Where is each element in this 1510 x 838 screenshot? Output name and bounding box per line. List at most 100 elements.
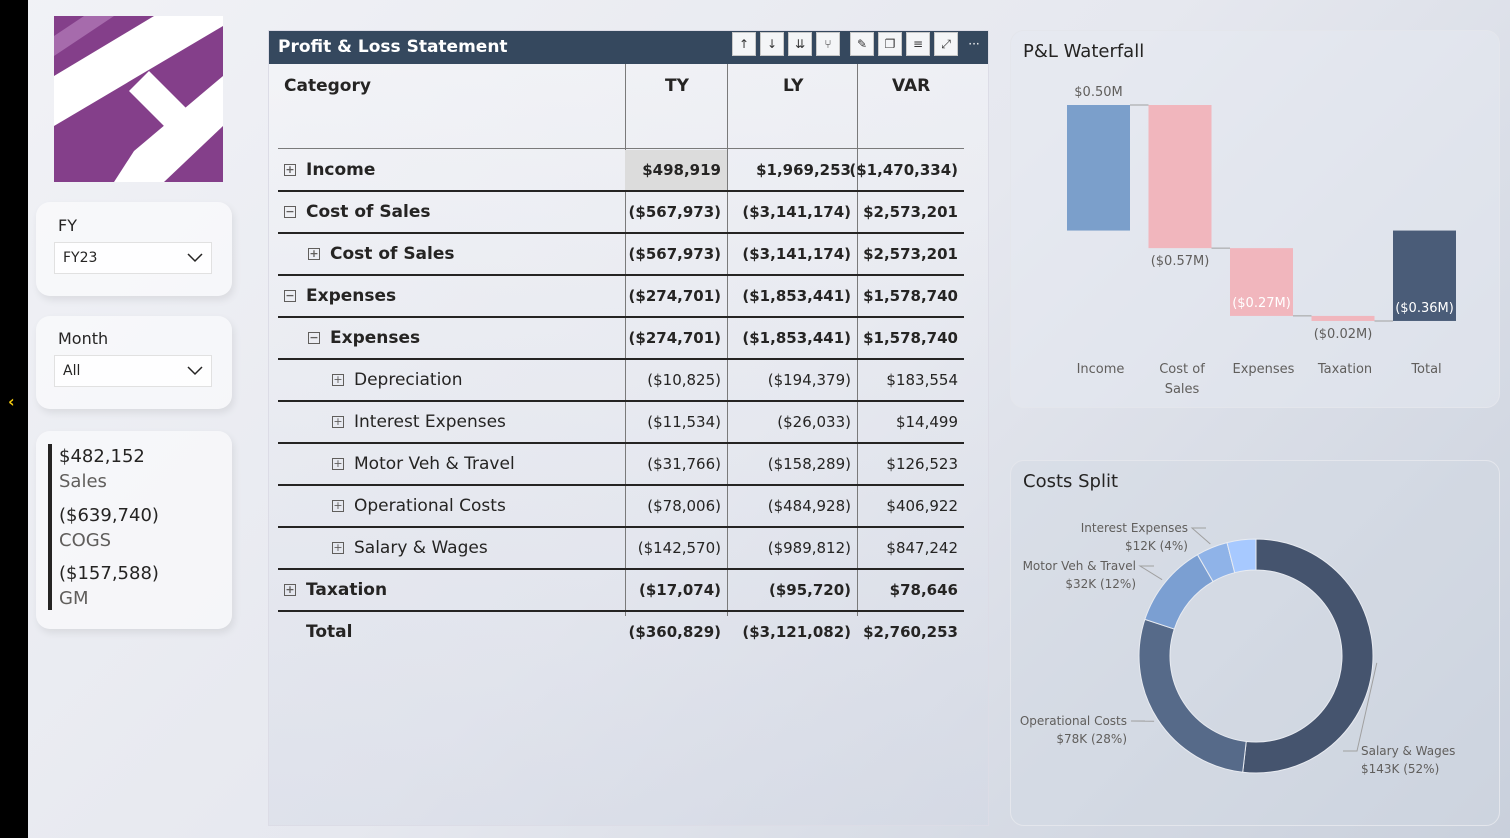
table-row[interactable]: + Interest Expenses ($11,534) ($26,033) $14,…	[278, 402, 964, 444]
pin-icon[interactable]: ✎	[850, 32, 874, 56]
cell-ty[interactable]: ($31,766)	[647, 455, 721, 473]
table-row[interactable]: − Expenses ($274,701) ($1,853,441) $1,578,74…	[278, 276, 964, 318]
cell-var[interactable]: $183,554	[886, 371, 958, 389]
collapse-icon[interactable]: −	[308, 331, 320, 344]
double-arrow-down-icon[interactable]: ⇊	[788, 32, 812, 56]
donut-slice[interactable]	[1144, 553, 1214, 630]
row-category-label: Taxation	[306, 580, 388, 600]
row-category-label: Expenses	[306, 286, 397, 306]
cell-ly[interactable]: ($1,853,441)	[742, 287, 851, 305]
fy-dropdown[interactable]: FY23	[54, 242, 212, 274]
header-category[interactable]: Category	[284, 76, 371, 96]
cell-ly[interactable]: ($3,121,082)	[742, 623, 851, 641]
waterfall-bar[interactable]	[1311, 315, 1375, 321]
cell-ty[interactable]: ($10,825)	[647, 371, 721, 389]
cell-ly[interactable]: ($158,289)	[767, 455, 851, 473]
expand-hierarchy-icon[interactable]: ⑂	[816, 32, 840, 56]
table-row[interactable]: + Depreciation ($10,825) ($194,379) $183,554	[278, 360, 964, 402]
cell-var[interactable]: $1,578,740	[863, 329, 958, 347]
cell-ly[interactable]: ($3,141,174)	[742, 245, 851, 263]
expand-icon[interactable]: +	[284, 583, 296, 596]
waterfall-category-label: Income	[1077, 362, 1125, 377]
cell-var[interactable]: $78,646	[889, 581, 958, 599]
waterfall-chart: $0.50M Income ($0.57M) Cost of Sales ($0.27M)…	[1067, 85, 1456, 397]
cell-ty[interactable]: ($142,570)	[637, 539, 721, 557]
expand-icon[interactable]: +	[332, 499, 344, 512]
filter-icon[interactable]: ≡	[906, 32, 930, 56]
table-row[interactable]: + Operational Costs ($78,006) ($484,928) $40…	[278, 486, 964, 528]
month-dropdown[interactable]: All	[54, 355, 212, 387]
expand-icon[interactable]: +	[284, 163, 296, 176]
cell-ty[interactable]: ($78,006)	[647, 497, 721, 515]
kpi-accent-bar	[48, 444, 52, 610]
cell-var[interactable]: $1,578,740	[863, 287, 958, 305]
column-divider	[727, 64, 728, 616]
cell-ly[interactable]: ($26,033)	[777, 413, 851, 431]
waterfall-bar[interactable]	[1067, 105, 1130, 231]
waterfall-bar[interactable]	[1393, 230, 1456, 321]
cell-var[interactable]: $2,573,201	[863, 203, 958, 221]
table-row[interactable]: + Income $498,919 $1,969,253 ($1,470,334)	[278, 150, 964, 192]
waterfall-data-label: ($0.27M)	[1232, 296, 1291, 311]
waterfall-bar[interactable]	[1148, 105, 1212, 249]
cell-ty[interactable]: ($360,829)	[628, 623, 721, 641]
kpi-cogs-value: ($639,740)	[59, 505, 159, 526]
collapse-chevron-icon[interactable]: ‹	[8, 392, 15, 411]
cell-ly[interactable]: ($484,928)	[767, 497, 851, 515]
focus-mode-icon[interactable]: ⤢	[934, 32, 958, 56]
table-row[interactable]: − Expenses ($274,701) ($1,853,441) $1,578,74…	[278, 318, 964, 360]
row-category: + Operational Costs	[332, 486, 506, 526]
waterfall-title: P&L Waterfall	[1023, 41, 1145, 62]
waterfall-bar[interactable]	[1230, 248, 1293, 316]
cell-var[interactable]: $847,242	[886, 539, 958, 557]
header-divider	[278, 148, 964, 149]
cell-var[interactable]: $406,922	[886, 497, 958, 515]
more-options-icon[interactable]: ···	[968, 37, 980, 51]
collapse-icon[interactable]: −	[284, 205, 296, 218]
arrow-up-icon[interactable]: ↑	[732, 32, 756, 56]
cell-var[interactable]: $126,523	[886, 455, 958, 473]
cell-ty[interactable]: ($567,973)	[628, 203, 721, 221]
donut-value-label: $78K (28%)	[1056, 732, 1127, 746]
expand-icon[interactable]: +	[332, 541, 344, 554]
cell-ly[interactable]: ($3,141,174)	[742, 203, 851, 221]
header-var[interactable]: VAR	[892, 76, 931, 96]
row-category: + Interest Expenses	[332, 402, 506, 442]
cell-var[interactable]: $2,760,253	[863, 623, 958, 641]
collapse-icon[interactable]: −	[284, 289, 296, 302]
cell-ty[interactable]: ($17,074)	[638, 581, 721, 599]
arrow-down-icon[interactable]: ↓	[760, 32, 784, 56]
cell-ty[interactable]: ($274,701)	[628, 329, 721, 347]
cell-var[interactable]: $2,573,201	[863, 245, 958, 263]
table-row[interactable]: − Cost of Sales ($567,973) ($3,141,174) $2,5…	[278, 192, 964, 234]
cell-ty[interactable]: $498,919	[625, 150, 727, 190]
cell-ty[interactable]: ($274,701)	[628, 287, 721, 305]
cell-var[interactable]: ($1,470,334)	[849, 161, 958, 179]
donut-slice[interactable]	[1242, 538, 1374, 774]
cell-ly[interactable]: ($95,720)	[768, 581, 851, 599]
cell-ly[interactable]: ($1,853,441)	[742, 329, 851, 347]
table-row[interactable]: Total ($360,829) ($3,121,082) $2,760,253	[278, 612, 964, 654]
cell-ly[interactable]: ($194,379)	[767, 371, 851, 389]
header-ty[interactable]: TY	[665, 76, 689, 96]
cell-ty[interactable]: ($11,534)	[647, 413, 721, 431]
waterfall-card: P&L Waterfall $0.50M Income ($0.57M) Cost o…	[1010, 30, 1500, 408]
table-row[interactable]: + Salary & Wages ($142,570) ($989,812) $847,…	[278, 528, 964, 570]
donut-slice[interactable]	[1226, 538, 1257, 574]
table-row[interactable]: + Cost of Sales ($567,973) ($3,141,174) $2,5…	[278, 234, 964, 276]
kpi-sales-value: $482,152	[59, 446, 145, 467]
copy-icon[interactable]: ❐	[878, 32, 902, 56]
cell-ty[interactable]: ($567,973)	[628, 245, 721, 263]
expand-icon[interactable]: +	[332, 457, 344, 470]
cell-ly[interactable]: $1,969,253	[756, 161, 851, 179]
expand-icon[interactable]: +	[332, 373, 344, 386]
costs-split-title: Costs Split	[1023, 471, 1119, 492]
expand-icon[interactable]: +	[308, 247, 320, 260]
table-row[interactable]: + Motor Veh & Travel ($31,766) ($158,289) $1…	[278, 444, 964, 486]
header-ly[interactable]: LY	[783, 76, 804, 96]
cell-var[interactable]: $14,499	[895, 413, 958, 431]
cell-ly[interactable]: ($989,812)	[767, 539, 851, 557]
donut-slice[interactable]	[1138, 618, 1247, 773]
expand-icon[interactable]: +	[332, 415, 344, 428]
table-row[interactable]: + Taxation ($17,074) ($95,720) $78,646	[278, 570, 964, 612]
